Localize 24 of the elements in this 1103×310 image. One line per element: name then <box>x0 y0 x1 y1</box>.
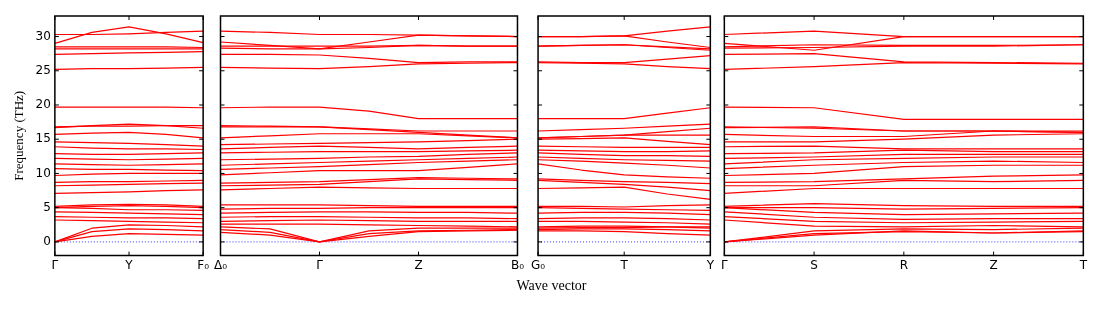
y-tick-label: 0 <box>43 234 51 249</box>
x-tick-label: R <box>899 257 909 272</box>
x-tick-label: T <box>1078 257 1088 272</box>
x-tick-label: Z <box>414 257 423 272</box>
x-axis-title: Wave vector <box>515 278 588 294</box>
x-tick-label: Γ <box>316 257 324 272</box>
x-tick-label: Γ <box>51 257 59 272</box>
x-tick-label: Δ₀ <box>213 257 228 272</box>
x-tick-label: Y <box>124 257 134 272</box>
y-tick-label: 30 <box>35 28 51 43</box>
x-tick-label: B₀ <box>510 257 525 272</box>
x-tick-label: Y <box>705 257 715 272</box>
y-tick-label: 15 <box>35 131 51 146</box>
x-tick-label: S <box>810 257 818 272</box>
y-axis-title: Frequency (THz) <box>11 90 27 181</box>
x-tick-label: G₀ <box>531 257 546 272</box>
x-tick-label: Γ <box>721 257 728 272</box>
x-tick-label: F₀ <box>197 257 210 272</box>
y-tick-label: 25 <box>35 62 51 77</box>
y-tick-label: 5 <box>43 199 51 214</box>
x-tick-label: Z <box>989 257 998 272</box>
y-tick-label: 10 <box>35 165 51 180</box>
x-tick-label: T <box>619 257 629 272</box>
y-tick-label: 20 <box>35 97 51 112</box>
